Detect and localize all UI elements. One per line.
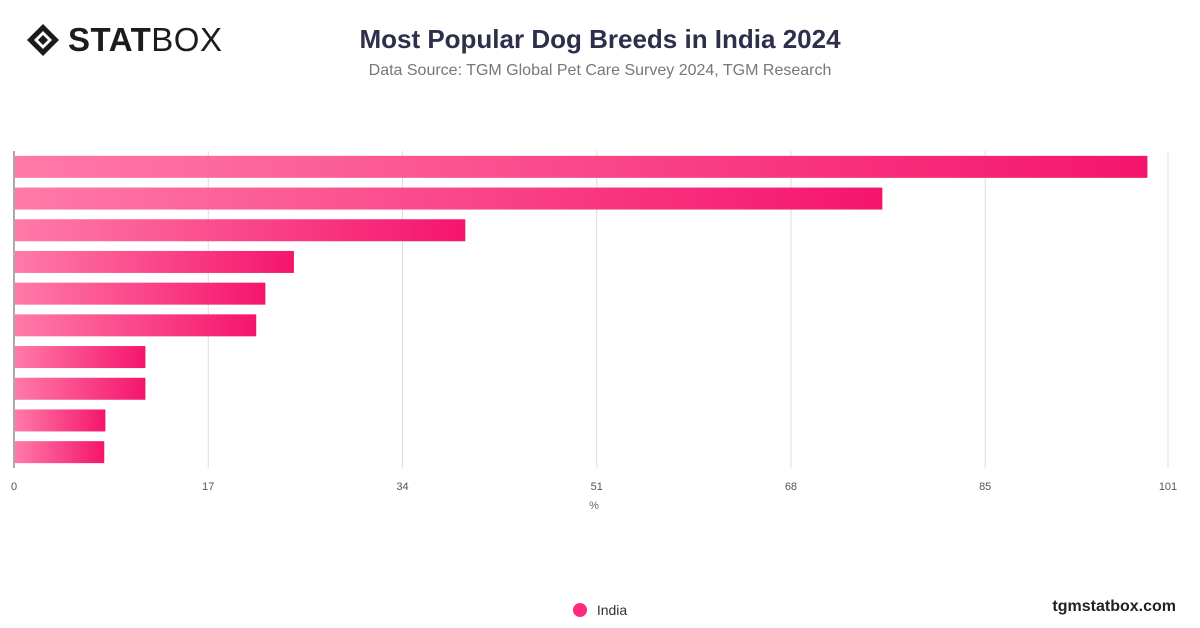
bar[interactable] bbox=[15, 409, 106, 432]
footer-brand[interactable]: tgmstatbox.com bbox=[1052, 598, 1176, 615]
chart-subtitle: Data Source: TGM Global Pet Care Survey … bbox=[368, 62, 832, 79]
x-tick-label: 0 bbox=[11, 481, 17, 493]
x-tick-label: 85 bbox=[979, 481, 991, 493]
legend-label-india: India bbox=[596, 602, 628, 618]
bar[interactable] bbox=[15, 346, 146, 369]
x-tick-label: 17 bbox=[202, 481, 214, 493]
bar[interactable] bbox=[15, 377, 146, 400]
bar[interactable] bbox=[15, 219, 466, 242]
bar[interactable] bbox=[15, 250, 294, 273]
bar[interactable] bbox=[15, 314, 257, 337]
diamond-logo-icon bbox=[27, 24, 59, 56]
logo-wordmark: STATBOX bbox=[68, 21, 223, 58]
bar-chart: 0 17 34 51 68 85 101 % bbox=[11, 151, 1177, 512]
bar[interactable] bbox=[15, 155, 1148, 178]
legend-marker-india bbox=[572, 603, 587, 617]
bar[interactable] bbox=[15, 441, 105, 464]
chart-title: Most Popular Dog Breeds in India 2024 bbox=[359, 24, 841, 54]
x-tick-label: 34 bbox=[396, 481, 408, 493]
bar[interactable] bbox=[15, 282, 266, 305]
x-tick-label: 68 bbox=[785, 481, 797, 493]
x-axis-label: % bbox=[589, 500, 599, 512]
statbox-logo[interactable]: STATBOX bbox=[26, 22, 222, 58]
legend[interactable]: India bbox=[0, 602, 1200, 618]
x-tick-label: 51 bbox=[591, 481, 603, 493]
bar[interactable] bbox=[15, 187, 883, 210]
x-tick-label: 101 bbox=[1159, 481, 1177, 493]
